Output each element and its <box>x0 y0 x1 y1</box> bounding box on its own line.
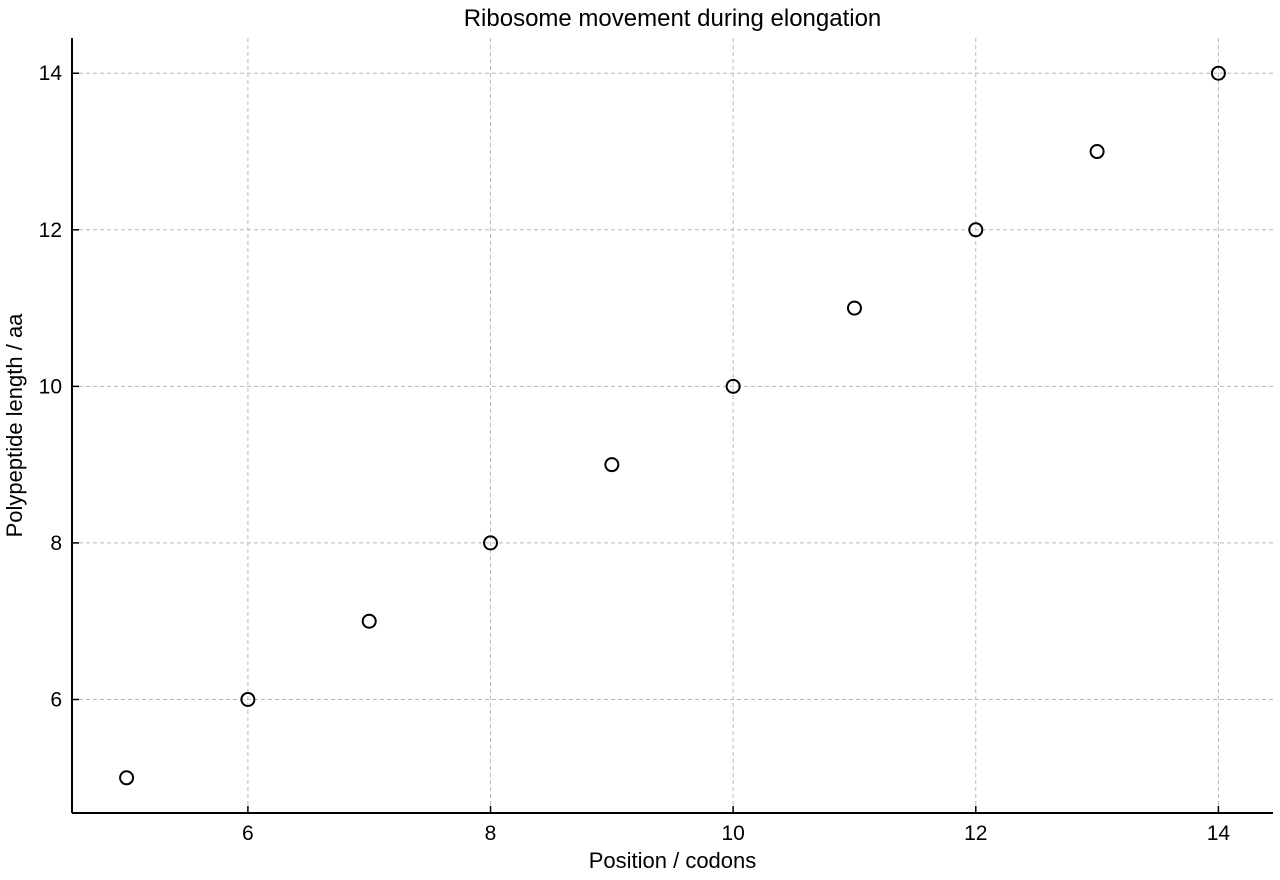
data-point <box>846 300 862 316</box>
y-axis-label: Polypeptide length / aa <box>2 313 27 538</box>
x-axis-label: Position / codons <box>589 848 757 873</box>
data-points <box>119 65 1226 786</box>
x-tick-label: 6 <box>242 822 254 845</box>
data-point <box>968 222 984 238</box>
chart-title: Ribosome movement during elongation <box>464 5 882 32</box>
data-point <box>1089 144 1105 160</box>
data-point <box>483 535 499 551</box>
ticks: 6 8 10 12 14 6 8 10 12 14 <box>39 62 1231 845</box>
data-point <box>725 378 741 394</box>
data-point <box>240 691 256 707</box>
y-tick-label: 8 <box>50 532 62 555</box>
y-tick-label: 14 <box>39 62 63 85</box>
x-tick-label: 14 <box>1207 822 1231 845</box>
y-tick-label: 10 <box>39 375 62 398</box>
x-tick-label: 12 <box>964 822 987 845</box>
grid <box>72 38 1273 813</box>
data-point <box>1210 65 1226 81</box>
data-point <box>361 613 377 629</box>
axes <box>71 38 1273 814</box>
y-tick-label: 6 <box>50 688 62 711</box>
data-point <box>119 770 135 786</box>
x-tick-label: 8 <box>485 822 497 845</box>
data-point <box>604 457 620 473</box>
y-tick-label: 12 <box>39 219 62 242</box>
x-tick-label: 10 <box>721 822 744 845</box>
